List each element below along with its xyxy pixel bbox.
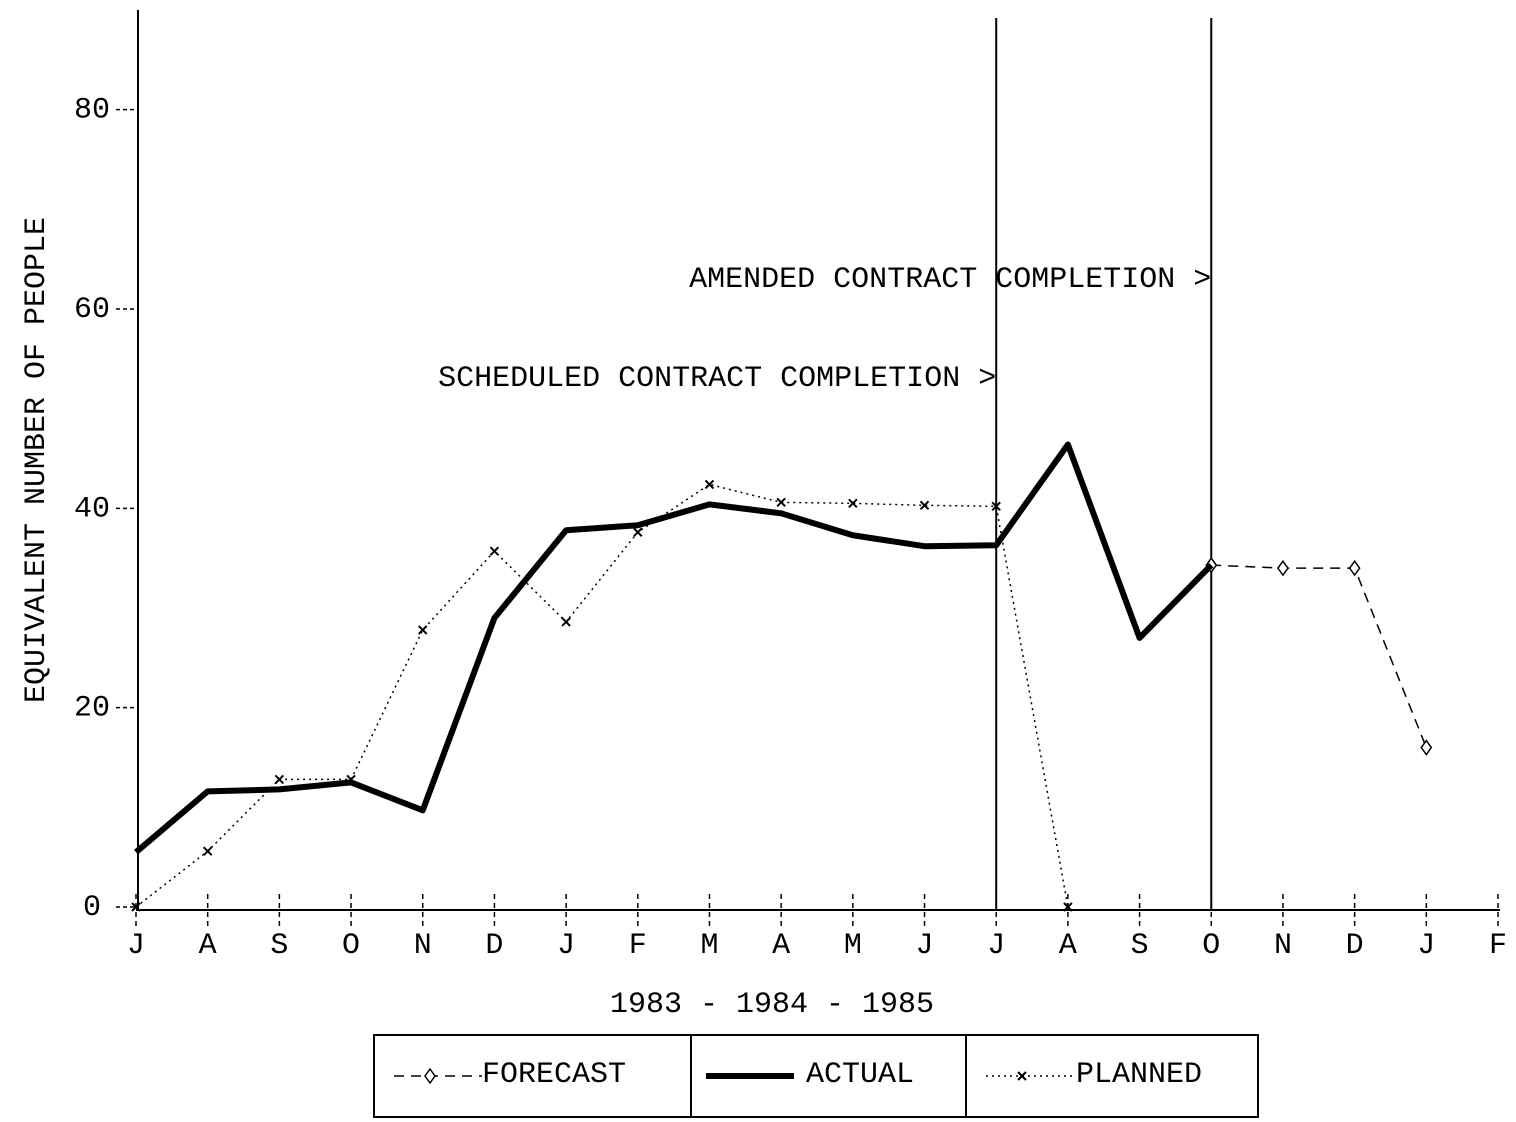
x-tick-label: J	[557, 929, 575, 963]
x-tick-label: N	[414, 929, 432, 963]
point	[633, 527, 643, 537]
x-tick-label: M	[700, 929, 718, 963]
point	[919, 500, 930, 511]
x-axis-label: 1983 - 1984 - 1985	[610, 988, 934, 1022]
series-line	[134, 441, 1214, 855]
point	[346, 774, 356, 785]
x-tick-label: J	[987, 929, 1005, 963]
x-tick-label: M	[844, 929, 862, 963]
x-tick-label: J	[916, 929, 934, 963]
series-line	[1211, 564, 1428, 748]
point	[848, 498, 858, 509]
x-tick-label: A	[199, 929, 217, 963]
reference-label: SCHEDULED CONTRACT COMPLETION >	[438, 362, 996, 396]
legend-marker	[1017, 1071, 1027, 1081]
x-tick-label: J	[127, 929, 145, 963]
x-tick-label: S	[1131, 929, 1149, 963]
x-tick-label: O	[1202, 929, 1220, 963]
x-tick-label: O	[342, 929, 360, 963]
x-tick-label: A	[1059, 929, 1077, 963]
point	[1277, 559, 1289, 577]
y-tick-label: 20	[74, 692, 110, 726]
point	[202, 846, 213, 856]
x-tick-label: F	[1489, 929, 1507, 963]
point	[274, 774, 285, 785]
x-tick-label: N	[1274, 929, 1292, 963]
point	[1348, 559, 1361, 577]
point	[704, 479, 715, 490]
point	[489, 546, 500, 556]
series-line	[135, 483, 1069, 908]
point	[991, 501, 1001, 512]
point	[1063, 902, 1073, 912]
point	[131, 902, 141, 912]
legend-marker	[424, 1067, 436, 1085]
reference-label: AMENDED CONTRACT COMPLETION >	[689, 263, 1211, 297]
point	[776, 497, 786, 508]
point	[561, 617, 571, 627]
x-tick-label: A	[772, 929, 790, 963]
x-tick-label: F	[629, 929, 647, 963]
legend	[373, 1034, 1259, 1118]
y-tick-label: 0	[83, 891, 101, 925]
x-tick-label: S	[270, 929, 288, 963]
y-tick-label: 60	[74, 293, 110, 327]
legend-label: FORECAST	[482, 1058, 626, 1092]
point	[418, 625, 428, 635]
x-tick-label: J	[1417, 929, 1435, 963]
x-tick-label: D	[485, 929, 503, 963]
y-tick-label: 80	[74, 94, 110, 128]
y-axis-label: EQUIVALENT NUMBER OF PEOPLE	[20, 217, 54, 703]
legend-label: ACTUAL	[806, 1058, 914, 1092]
point	[1420, 739, 1433, 756]
y-tick-label: 40	[74, 492, 110, 526]
legend-label: PLANNED	[1076, 1058, 1202, 1092]
x-tick-label: D	[1346, 929, 1364, 963]
